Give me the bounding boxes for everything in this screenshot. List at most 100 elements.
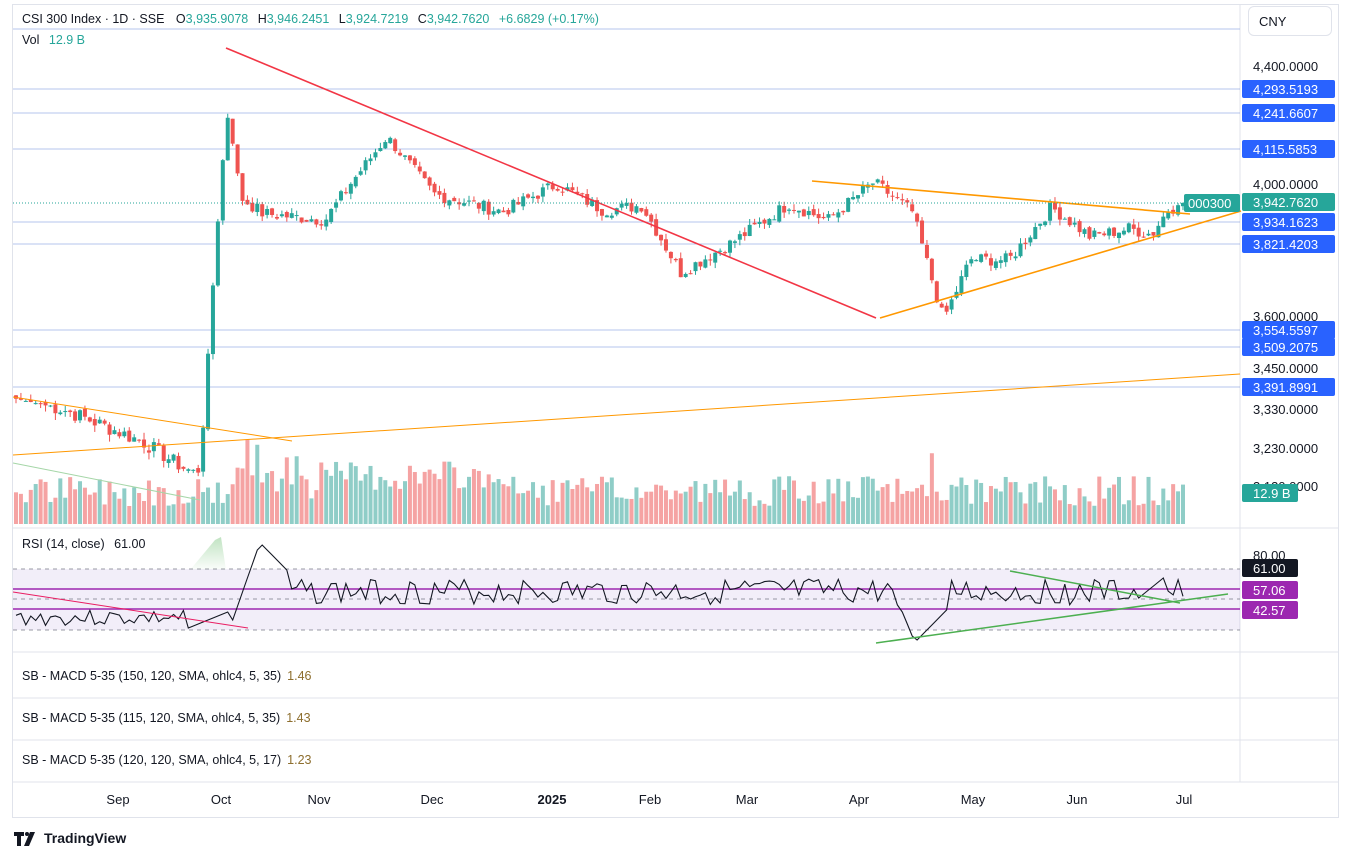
time-tick: Mar <box>736 792 759 807</box>
volume-bar <box>1131 476 1136 524</box>
volume-bar <box>1043 476 1048 524</box>
candle-body <box>885 185 890 194</box>
candle-body <box>988 258 993 266</box>
volume-bar <box>526 490 531 524</box>
candle-body <box>747 224 752 237</box>
candle-body <box>777 205 782 222</box>
candle-body <box>767 218 772 225</box>
symbol-legend: CSI 300 Index · 1D · SSE O3,935.9078 H3,… <box>22 12 599 26</box>
rsi-line <box>15 544 1184 641</box>
candle-body <box>245 199 250 205</box>
candle-body <box>1166 211 1171 219</box>
candle-body <box>388 137 393 144</box>
candle-body <box>1176 205 1181 215</box>
candle-body <box>526 194 531 198</box>
volume-legend: Vol 12.9 B <box>22 33 85 47</box>
volume-bar <box>38 479 43 524</box>
volume-bar <box>1003 476 1008 524</box>
candle-body <box>348 183 353 194</box>
currency-button[interactable]: CNY <box>1248 6 1332 36</box>
rsi-label: 61.00 <box>1253 561 1286 576</box>
volume-bar <box>875 490 880 524</box>
volume-bar <box>1048 486 1053 524</box>
volume-bar <box>727 495 732 524</box>
volume-bar <box>998 491 1003 524</box>
candle-body <box>629 202 634 212</box>
candle-body <box>944 305 949 312</box>
volume-bar <box>718 492 723 524</box>
volume-bar <box>860 477 865 524</box>
candle-body <box>274 217 279 219</box>
candle-body <box>53 404 58 414</box>
candle-body <box>1141 236 1146 238</box>
candle-body <box>1018 243 1023 257</box>
volume-bar <box>639 497 644 524</box>
volume-bar <box>910 491 915 524</box>
open-label: O <box>175 12 186 26</box>
level-label: 4,293.5193 <box>1253 82 1318 97</box>
volume-tag: 12.9 B <box>1253 486 1291 501</box>
candle-body <box>329 208 334 222</box>
volume-bar <box>398 488 403 524</box>
volume-bar <box>747 492 752 524</box>
time-tick: Jul <box>1176 792 1193 807</box>
candle-body <box>521 196 526 207</box>
volume-bar <box>181 503 186 524</box>
volume-bar <box>796 498 801 524</box>
volume-bar <box>348 462 353 524</box>
candle-body <box>796 210 801 213</box>
candle-body <box>599 209 604 216</box>
volume-bar <box>215 482 220 524</box>
candle-body <box>1057 207 1062 220</box>
volume-bar <box>442 461 447 524</box>
candle-body <box>634 206 639 213</box>
macd-legend-3: SB - MACD 5-35 (120, 120, SMA, ohlc4, 5,… <box>22 753 312 767</box>
candle-body <box>107 424 112 435</box>
volume-bar <box>294 456 299 524</box>
volume-bar <box>230 484 235 524</box>
candle-body <box>678 258 683 278</box>
candle-body <box>363 160 368 171</box>
volume-bar <box>432 473 437 524</box>
volume-bar <box>289 484 294 524</box>
volume-bar <box>23 502 28 524</box>
volume-bar <box>117 498 122 524</box>
price-tick: 4,000.0000 <box>1253 177 1318 192</box>
volume-bar <box>33 484 38 524</box>
volume-bar <box>225 494 230 524</box>
symbol-tag-bg <box>1184 194 1240 212</box>
candle-body <box>368 158 373 162</box>
macd-label: SB - MACD 5-35 (115, 120, SMA, ohlc4, 5,… <box>22 711 281 725</box>
volume-bar <box>343 479 348 524</box>
volume-bar <box>654 484 659 524</box>
volume-bar <box>324 469 329 524</box>
candle-body <box>142 439 147 448</box>
volume-bar <box>969 503 974 524</box>
level-label: 4,115.5853 <box>1253 142 1317 157</box>
candle-body <box>422 171 427 179</box>
candle-body <box>235 144 240 174</box>
candle-body <box>33 403 38 405</box>
volume-bar <box>959 477 964 524</box>
candle-body <box>890 195 895 197</box>
candle-body <box>186 469 191 471</box>
volume-bar <box>929 453 934 524</box>
volume-bar <box>865 476 870 524</box>
candle-body <box>900 199 905 201</box>
volume-bar <box>314 490 319 524</box>
volume-bar <box>486 474 491 524</box>
support-line <box>879 210 1242 319</box>
candle-body <box>270 208 275 215</box>
level-label: 3,391.8991 <box>1253 380 1318 395</box>
candle-body <box>772 219 777 221</box>
candle-body <box>801 209 806 217</box>
candle-body <box>23 400 28 402</box>
volume-bar <box>811 481 816 524</box>
tradingview-logo[interactable]: TradingView <box>14 830 126 846</box>
volume-bar <box>403 481 407 524</box>
time-tick: Nov <box>307 792 331 807</box>
candle-body <box>831 214 836 216</box>
volume-bar <box>201 492 206 524</box>
high-value: 3,946.2451 <box>266 12 330 26</box>
